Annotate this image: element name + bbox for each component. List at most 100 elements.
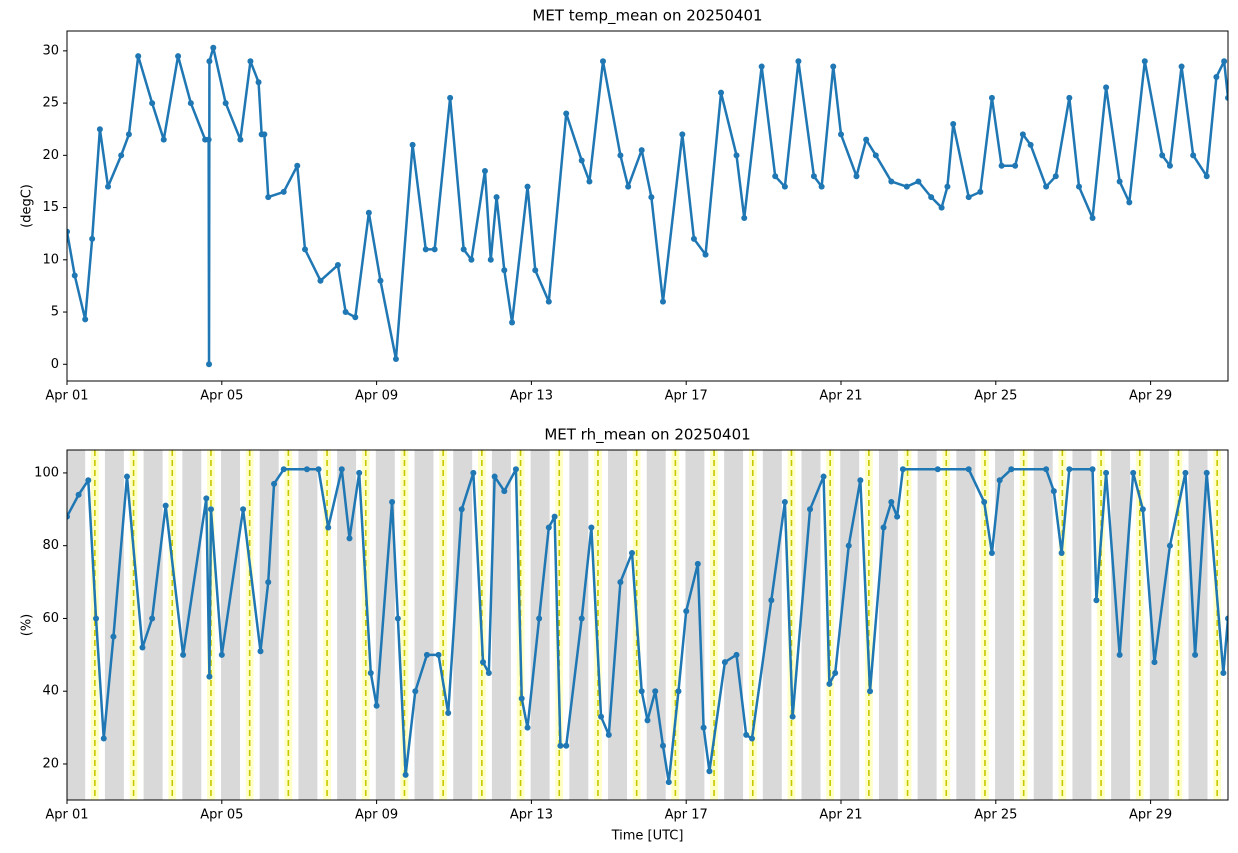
data-point bbox=[832, 670, 839, 677]
data-point bbox=[1093, 597, 1100, 604]
data-point bbox=[356, 469, 363, 476]
data-point bbox=[599, 58, 606, 65]
data-point bbox=[845, 542, 852, 549]
data-point bbox=[67, 513, 70, 520]
night-band bbox=[182, 450, 202, 800]
x-tick-label: Apr 29 bbox=[1129, 389, 1172, 404]
night-band bbox=[762, 450, 782, 800]
data-point bbox=[207, 506, 214, 513]
data-point bbox=[996, 477, 1003, 484]
data-point bbox=[665, 779, 672, 786]
x-tick-label: Apr 25 bbox=[974, 808, 1017, 823]
data-point bbox=[758, 63, 765, 70]
data-point bbox=[721, 659, 728, 666]
x-tick-label: Apr 01 bbox=[45, 808, 88, 823]
night-band bbox=[685, 450, 705, 800]
data-point bbox=[160, 136, 167, 143]
y-tick-label: 10 bbox=[42, 252, 59, 267]
data-point bbox=[1076, 183, 1083, 190]
data-point bbox=[303, 466, 310, 473]
data-point bbox=[1190, 152, 1197, 159]
data-point bbox=[690, 235, 697, 242]
night-band bbox=[67, 450, 86, 800]
data-point bbox=[988, 549, 995, 556]
data-point bbox=[206, 673, 213, 680]
data-point bbox=[480, 659, 487, 666]
data-point bbox=[1225, 615, 1228, 622]
data-point bbox=[1225, 94, 1228, 101]
data-point bbox=[928, 194, 935, 201]
axes-frame bbox=[66, 30, 1229, 382]
data-point bbox=[1182, 469, 1189, 476]
data-point bbox=[857, 477, 864, 484]
data-point bbox=[206, 58, 213, 65]
data-point bbox=[512, 466, 519, 473]
data-point bbox=[1103, 469, 1110, 476]
data-point bbox=[447, 94, 454, 101]
data-point bbox=[733, 152, 740, 159]
y-tick-label: 30 bbox=[42, 43, 59, 58]
data-point bbox=[768, 597, 775, 604]
x-tick-label: Apr 17 bbox=[665, 808, 708, 823]
data-point bbox=[1203, 469, 1210, 476]
x-tick-label: Apr 09 bbox=[355, 808, 398, 823]
x-tick-label: Apr 01 bbox=[45, 389, 88, 404]
data-point bbox=[210, 44, 217, 51]
x-tick-label: Apr 21 bbox=[819, 389, 862, 404]
x-tick-label: Apr 29 bbox=[1129, 808, 1172, 823]
night-band bbox=[569, 450, 589, 800]
data-point bbox=[1141, 58, 1148, 65]
data-point bbox=[509, 319, 516, 326]
data-point bbox=[422, 246, 429, 253]
data-point bbox=[588, 524, 595, 531]
data-point bbox=[950, 120, 957, 127]
data-point bbox=[317, 277, 324, 284]
data-point bbox=[135, 53, 142, 60]
data-point bbox=[93, 615, 100, 622]
data-point bbox=[1089, 466, 1096, 473]
data-point bbox=[180, 651, 187, 658]
data-point bbox=[445, 710, 452, 717]
data-point bbox=[71, 272, 78, 279]
data-point bbox=[1166, 162, 1173, 169]
data-point bbox=[625, 183, 632, 190]
data-point bbox=[1203, 173, 1210, 180]
night-band bbox=[956, 450, 976, 800]
data-point bbox=[718, 89, 725, 96]
data-point bbox=[617, 152, 624, 159]
data-point bbox=[867, 688, 874, 695]
data-point bbox=[629, 549, 636, 556]
night-band bbox=[259, 450, 279, 800]
night-band bbox=[298, 450, 318, 800]
data-point bbox=[598, 713, 605, 720]
data-point bbox=[578, 615, 585, 622]
x-tick-label: Apr 25 bbox=[974, 389, 1017, 404]
data-point bbox=[545, 298, 552, 305]
data-point bbox=[100, 735, 107, 742]
data-point bbox=[271, 480, 278, 487]
data-point bbox=[334, 262, 341, 269]
night-band bbox=[221, 450, 240, 800]
data-point bbox=[743, 731, 750, 738]
night-band bbox=[530, 450, 550, 800]
x-tick-label: Apr 13 bbox=[510, 389, 553, 404]
night-band bbox=[1033, 450, 1053, 800]
data-point bbox=[265, 579, 272, 586]
data-point bbox=[694, 560, 701, 567]
data-point bbox=[557, 742, 564, 749]
data-point bbox=[807, 506, 814, 513]
data-point bbox=[325, 524, 332, 531]
data-point bbox=[149, 100, 156, 107]
data-point bbox=[346, 535, 353, 542]
data-point bbox=[435, 651, 442, 658]
data-point bbox=[915, 178, 922, 185]
data-point bbox=[675, 688, 682, 695]
y-tick-label: 80 bbox=[42, 538, 59, 553]
data-point bbox=[853, 173, 860, 180]
data-point bbox=[748, 735, 755, 742]
y-axis-label: (%) bbox=[20, 614, 35, 637]
data-point bbox=[944, 183, 951, 190]
data-point bbox=[1220, 670, 1227, 677]
y-tick-label: 40 bbox=[42, 684, 59, 699]
